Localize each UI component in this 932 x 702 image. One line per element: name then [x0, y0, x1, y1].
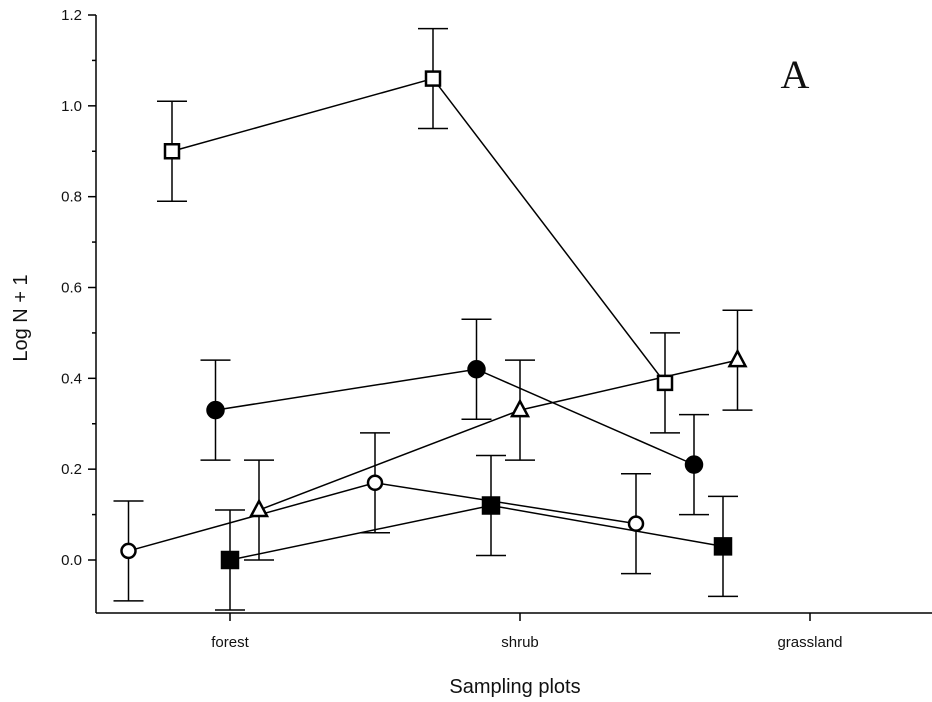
data-point-open-circle: [366, 474, 384, 492]
panel-label: A: [781, 52, 810, 97]
x-tick-label: forest: [211, 634, 249, 651]
data-point-open-square: [163, 143, 181, 160]
data-point-filled-circle: [467, 360, 486, 379]
y-tick-label: 0.2: [61, 461, 82, 478]
x-axis-title: Sampling plots: [449, 676, 580, 698]
axes: 0.0 0.2 0.4 0.6 0.8 1.0 1.2 forest shrub grasslan…: [61, 7, 932, 651]
data-point-filled-square: [481, 496, 501, 515]
series-line-open-square: [171, 77, 666, 384]
data-point-filled-circle: [206, 400, 225, 420]
y-tick-label: 1.0: [61, 98, 82, 115]
y-tick-label: 1.2: [61, 7, 82, 24]
data-point-filled-circle: [684, 455, 704, 474]
series-lines: [128, 77, 738, 561]
y-tick-label: 0.0: [61, 552, 82, 569]
data-point-open-square: [424, 70, 442, 87]
data-point-filled-square: [220, 550, 240, 570]
series-line-open-circle: [128, 482, 637, 552]
data-point-open-circle: [627, 515, 645, 532]
data-point-open-square: [656, 374, 674, 392]
series-line-filled-circle: [215, 368, 695, 466]
x-tick-label: grassland: [777, 634, 842, 651]
data-point-open-circle: [120, 542, 137, 560]
y-tick-label: 0.6: [61, 280, 82, 297]
data-markers: [120, 70, 748, 570]
series-line-filled-square: [229, 504, 724, 561]
y-tick-label: 0.4: [61, 370, 82, 387]
data-point-open-triangle: [727, 348, 748, 368]
x-tick-label: shrub: [501, 634, 539, 651]
data-point-open-triangle: [509, 398, 531, 418]
y-tick-label: 0.8: [61, 189, 82, 206]
data-point-open-triangle: [248, 498, 270, 518]
y-axis-title: Log N + 1: [10, 274, 32, 361]
error-bars: [113, 27, 753, 611]
data-point-filled-square: [713, 537, 733, 556]
